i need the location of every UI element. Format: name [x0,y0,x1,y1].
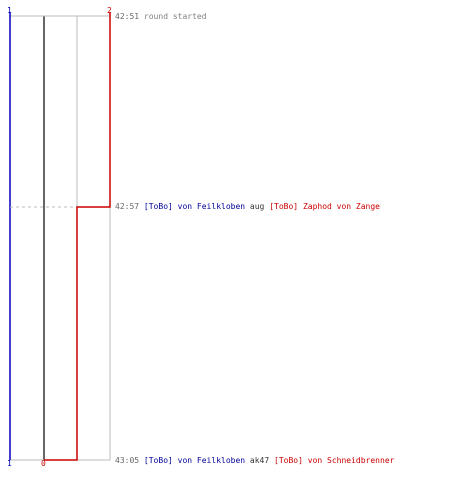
victim-name: Zaphod von Zange [302,202,380,211]
weapon: ak47 [249,456,270,465]
event-text: round started [143,12,207,21]
red-team-step-line [44,12,111,461]
killer-tag: [ToBo] [143,456,173,465]
event-time: 43:05 [115,456,140,465]
killer-name: von Feilkloben [177,456,246,465]
weapon: aug [249,202,265,211]
blue-bottom-count: 1 [7,459,12,468]
event-kill: 43:05 [ToBo] von Feilkloben ak47 [ToBo] … [115,456,394,466]
event-time: 42:57 [115,202,140,211]
killer-tag: [ToBo] [143,202,173,211]
event-round-start: 42:51 round started [115,12,207,22]
red-bottom-count: 0 [41,459,46,468]
blue-top-count: 1 [7,6,12,15]
victim-name: von Schneidbrenner [307,456,395,465]
event-kill: 42:57 [ToBo] von Feilkloben aug [ToBo] Z… [115,202,380,212]
victim-tag: [ToBo] [269,202,299,211]
killer-name: von Feilkloben [177,202,246,211]
event-time: 42:51 [115,12,140,21]
red-top-count: 2 [107,6,112,15]
victim-tag: [ToBo] [274,456,303,465]
